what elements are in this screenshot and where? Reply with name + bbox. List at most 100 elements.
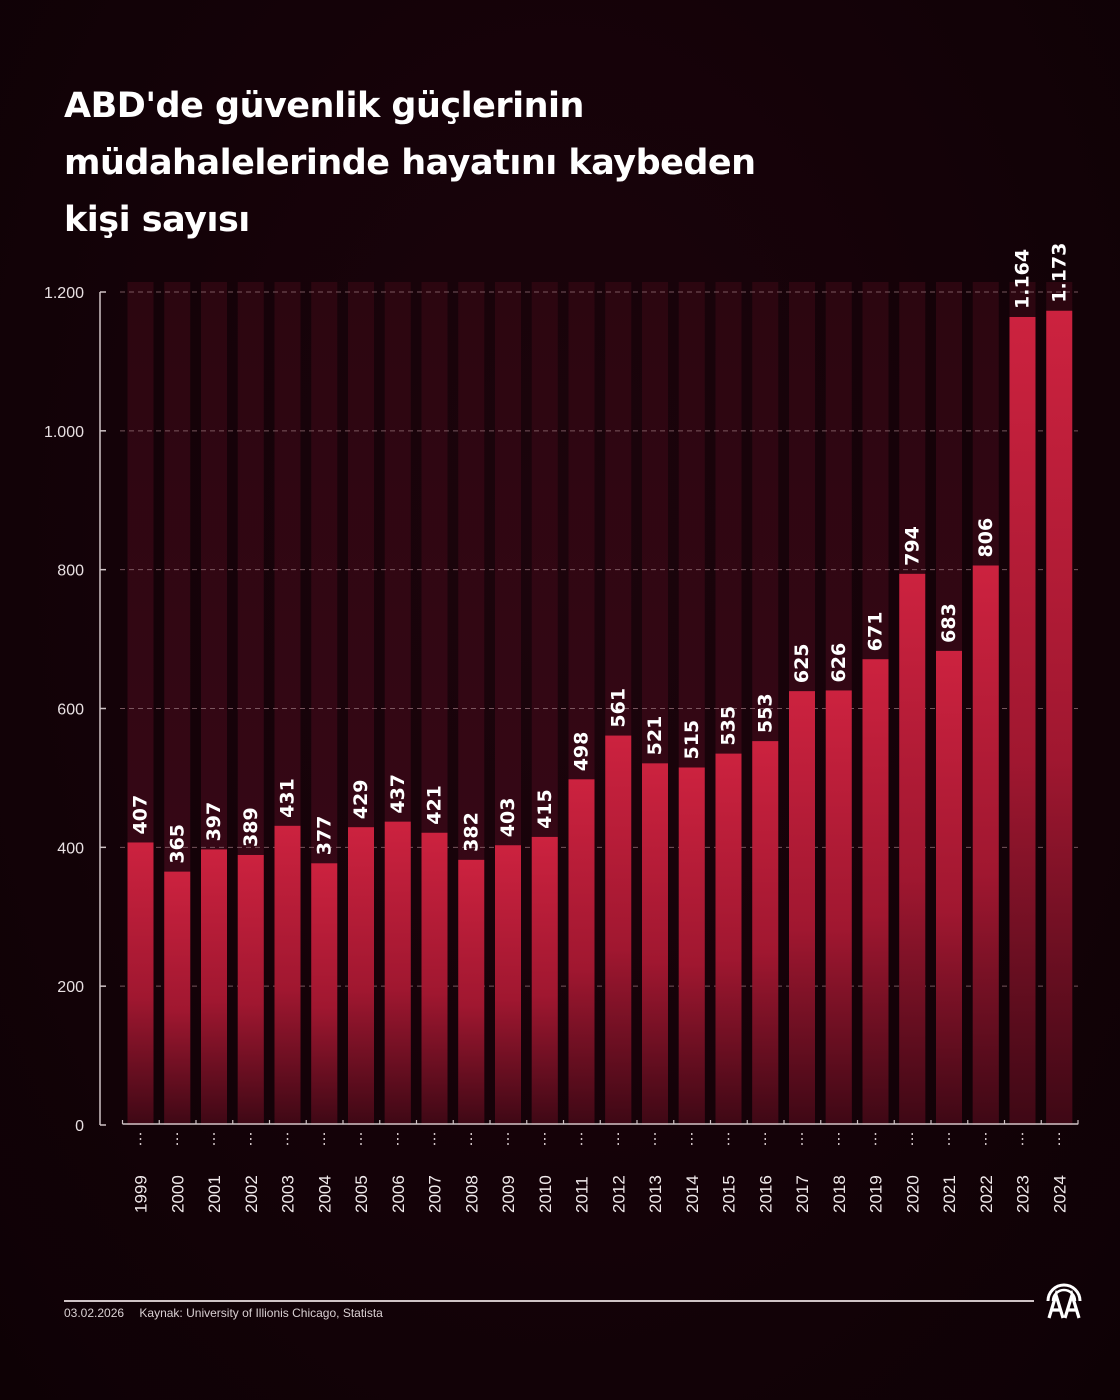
bar-2003 <box>274 825 301 1125</box>
x-tick-label: 2000 <box>168 1175 187 1213</box>
bar-2009 <box>495 845 521 1125</box>
bar-2001 <box>201 849 227 1125</box>
chart-title: ABD'de güvenlik güçlerinin müdahalelerin… <box>64 78 964 249</box>
value-label: 389 <box>240 807 262 847</box>
value-label: 626 <box>828 643 850 683</box>
value-label: 535 <box>718 706 740 746</box>
gridlines <box>120 291 1078 987</box>
value-label: 683 <box>938 603 960 643</box>
value-label: 515 <box>681 720 703 760</box>
value-label: 407 <box>130 795 152 835</box>
value-label: 521 <box>644 716 666 756</box>
bar-2004 <box>311 863 338 1125</box>
x-tick-label: 2024 <box>1050 1175 1069 1213</box>
x-tick-label: 2008 <box>462 1175 481 1213</box>
title-line-3: kişi sayısı <box>64 200 250 240</box>
value-label: 671 <box>865 612 887 652</box>
x-tick-label: 2001 <box>205 1175 224 1213</box>
bar-2008 <box>458 859 485 1125</box>
bar-2012 <box>605 735 632 1125</box>
x-tick-label: 2018 <box>830 1175 849 1213</box>
bar-1999 <box>127 842 154 1125</box>
y-tick-label: 1.000 <box>44 424 84 441</box>
value-label: 498 <box>571 732 593 772</box>
bar-2010 <box>531 836 558 1125</box>
bar-2022 <box>972 565 999 1125</box>
bar-2013 <box>642 763 668 1125</box>
value-label: 1.164 <box>1012 249 1034 309</box>
x-tick-label: 2011 <box>573 1176 592 1213</box>
x-tick-label: 2016 <box>756 1175 775 1213</box>
x-tick-label: 2003 <box>279 1175 298 1213</box>
value-label: 377 <box>313 816 335 856</box>
title-line-1: ABD'de güvenlik güçlerinin <box>64 86 584 126</box>
bar-2006 <box>384 821 411 1125</box>
x-tick-label: 2013 <box>646 1175 665 1213</box>
bar-2015 <box>715 753 742 1125</box>
bar-2002 <box>237 854 264 1125</box>
x-tick-label: 2007 <box>426 1175 445 1213</box>
x-tick-label: 2010 <box>536 1175 555 1213</box>
x-tick-label: 2022 <box>977 1175 996 1213</box>
x-tick-label: 2017 <box>793 1175 812 1213</box>
value-label: 365 <box>166 824 188 864</box>
bar-2007 <box>421 832 448 1125</box>
x-axis: 1999 2000 2001 2002 2003 2004 2005 2006 2007 2008… <box>121 1120 1079 1213</box>
bar-2020 <box>899 573 926 1125</box>
x-tick-label: 2023 <box>1014 1175 1033 1213</box>
x-tick-label: 2005 <box>352 1175 371 1213</box>
y-tick-label: 200 <box>57 979 84 996</box>
bar-2021 <box>936 650 962 1125</box>
bar-background-columns <box>127 282 1073 1125</box>
value-label: 437 <box>387 774 409 814</box>
bars <box>127 310 1073 1125</box>
x-tick-label: 2006 <box>389 1175 408 1213</box>
aa-logo-icon <box>1046 1283 1082 1319</box>
bar-2014 <box>678 767 705 1125</box>
value-labels: 407 365 397 389 431 377 429 437 421 382 403 415 498 5… <box>130 243 1071 864</box>
footer-date: 03.02.2026 <box>64 1306 125 1320</box>
value-label: 397 <box>203 802 225 842</box>
footer-divider <box>64 1300 1034 1302</box>
x-tick-label: 2012 <box>609 1175 628 1213</box>
x-tick-label: 2021 <box>940 1175 959 1213</box>
value-label: 431 <box>277 778 299 818</box>
x-tick-label: 2014 <box>683 1175 702 1213</box>
x-tick-label: 2004 <box>315 1175 334 1213</box>
bar-2011 <box>568 779 595 1125</box>
y-tick-label: 1.200 <box>44 285 84 302</box>
x-tick-label: 2019 <box>867 1175 886 1213</box>
bar-2016 <box>752 741 779 1125</box>
value-label: 806 <box>975 518 997 558</box>
value-label: 561 <box>607 688 629 728</box>
y-tick-label: 400 <box>57 840 84 857</box>
value-label: 421 <box>424 785 446 825</box>
y-axis: 0 200 400 600 800 1.000 1.200 <box>44 285 106 1135</box>
value-label: 794 <box>901 526 923 566</box>
bar-2000 <box>164 871 191 1125</box>
y-tick-label: 800 <box>57 563 84 580</box>
bar-2024 <box>1046 310 1073 1125</box>
x-tick-label: 2002 <box>242 1175 261 1213</box>
y-tick-label: 600 <box>57 702 84 719</box>
bar-2019 <box>862 659 889 1125</box>
value-label: 382 <box>460 812 482 852</box>
bar-2023 <box>1009 316 1036 1125</box>
footer-source: Kaynak: University of Illionis Chicago, … <box>139 1306 383 1320</box>
bar-2017 <box>789 691 815 1125</box>
value-label: 553 <box>754 693 776 733</box>
value-label: 415 <box>534 789 556 829</box>
title-line-2: müdahalelerinde hayatını kaybeden <box>64 143 756 183</box>
value-label: 1.173 <box>1048 243 1070 303</box>
value-label: 403 <box>497 798 519 838</box>
bar-2018 <box>825 690 852 1125</box>
x-tick-label: 2020 <box>903 1175 922 1213</box>
x-tick-label: 2015 <box>720 1175 739 1213</box>
x-tick-label: 2009 <box>499 1175 518 1213</box>
footer: 03.02.2026 Kaynak: University of Illioni… <box>64 1306 395 1320</box>
x-tick-label: 1999 <box>132 1175 151 1213</box>
value-label: 625 <box>791 643 813 683</box>
bar-2005 <box>348 827 374 1125</box>
value-label: 429 <box>350 780 372 820</box>
